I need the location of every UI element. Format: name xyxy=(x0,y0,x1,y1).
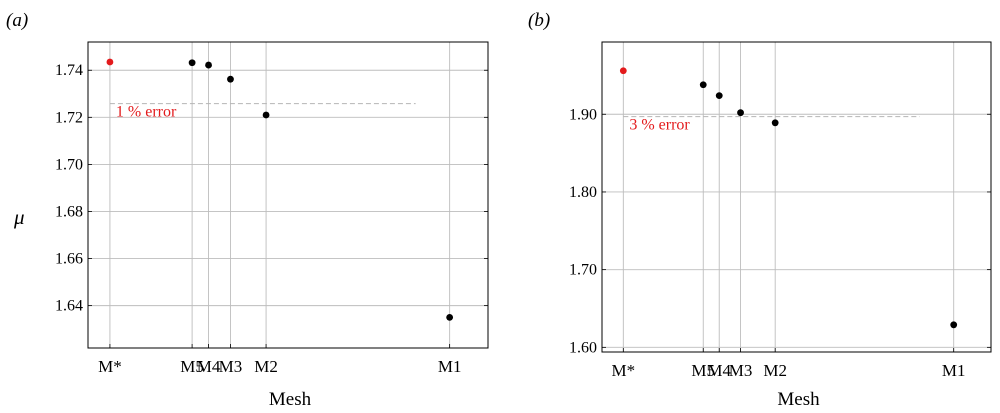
x-axis-label: Mesh xyxy=(777,389,820,410)
y-tick-label: 1.80 xyxy=(569,184,597,201)
data-point-m4 xyxy=(205,61,212,69)
x-tick-label: M* xyxy=(612,361,636,380)
data-point-m3 xyxy=(227,75,234,83)
x-tick-label: M4 xyxy=(707,361,731,380)
x-tick-label: M5 xyxy=(691,361,715,380)
y-tick-label: 1.70 xyxy=(55,156,83,173)
data-point-m-star xyxy=(106,58,114,66)
y-tick-label: 1.74 xyxy=(55,62,83,79)
x-tick-label: M4 xyxy=(197,357,221,376)
y-tick-label: 1.70 xyxy=(569,262,597,279)
x-tick-label: M2 xyxy=(763,361,787,380)
x-tick-label: M2 xyxy=(254,357,278,376)
data-point-m5 xyxy=(699,81,707,89)
y-tick-label: 1.64 xyxy=(55,298,83,315)
data-point-m3 xyxy=(737,109,744,117)
x-tick-label: M3 xyxy=(729,361,753,380)
y-tick-label: 1.68 xyxy=(55,203,83,220)
x-tick-label: M3 xyxy=(219,357,243,376)
y-tick-label: 1.90 xyxy=(569,106,597,123)
x-tick-label: M5 xyxy=(180,357,204,376)
plot-frame xyxy=(87,41,489,349)
data-point-m-star xyxy=(619,67,627,75)
x-tick-label: M1 xyxy=(438,357,462,376)
data-point-m1 xyxy=(446,314,454,321)
y-tick-label: 1.66 xyxy=(55,251,83,268)
reference-line-label: 3 % error xyxy=(629,117,690,134)
y-axis-label: μ xyxy=(13,205,25,229)
data-point-m5 xyxy=(188,59,196,67)
data-point-m1 xyxy=(950,321,958,329)
y-tick-label: 1.72 xyxy=(55,109,83,126)
data-point-m2 xyxy=(771,119,779,127)
panel-label: (a) xyxy=(6,10,28,31)
plot-frame xyxy=(601,41,992,353)
y-tick-label: 1.60 xyxy=(569,339,597,356)
data-point-m2 xyxy=(262,111,270,119)
x-tick-label: M1 xyxy=(942,361,966,380)
x-axis-label: Mesh xyxy=(269,389,312,410)
reference-line-label: 1 % error xyxy=(116,104,177,121)
x-tick-label: M* xyxy=(98,357,122,376)
data-point-m4 xyxy=(715,92,723,100)
panel-label: (b) xyxy=(528,10,550,31)
